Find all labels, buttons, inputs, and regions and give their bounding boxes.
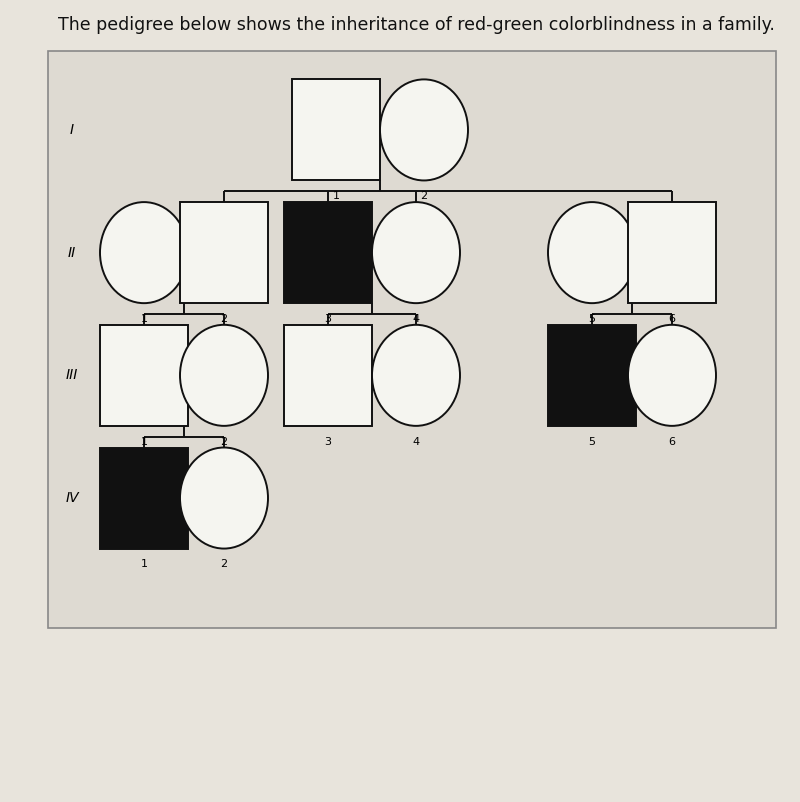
Text: 4: 4 [413,314,419,324]
Text: 3: 3 [325,437,331,447]
Ellipse shape [372,202,460,303]
Text: III: III [66,368,78,383]
Text: 1: 1 [141,560,147,569]
Text: 3: 3 [325,314,331,324]
Ellipse shape [548,202,636,303]
Ellipse shape [628,325,716,426]
Text: 2: 2 [221,437,227,447]
Bar [548,325,636,426]
Bar [48,51,776,628]
Bar [100,448,188,549]
Bar [284,325,372,426]
Text: 6: 6 [669,437,675,447]
Ellipse shape [180,448,268,549]
Text: 2: 2 [421,192,427,201]
Text: 2: 2 [221,314,227,324]
Bar [180,202,268,303]
Text: II: II [68,245,76,260]
Text: The pedigree below shows the inheritance of red-green colorblindness in a family: The pedigree below shows the inheritance… [58,16,774,34]
Text: 1: 1 [141,314,147,324]
Ellipse shape [100,202,188,303]
Text: I: I [70,123,74,137]
Bar [292,79,380,180]
Bar [284,202,372,303]
Bar [628,202,716,303]
Ellipse shape [372,325,460,426]
Text: 1: 1 [141,437,147,447]
Text: IV: IV [65,491,79,505]
Text: 2: 2 [221,560,227,569]
Text: 5: 5 [589,437,595,447]
Ellipse shape [380,79,468,180]
Text: 1: 1 [333,192,339,201]
Text: 5: 5 [589,314,595,324]
Bar [100,325,188,426]
Text: 6: 6 [669,314,675,324]
Ellipse shape [180,325,268,426]
Text: 4: 4 [413,437,419,447]
